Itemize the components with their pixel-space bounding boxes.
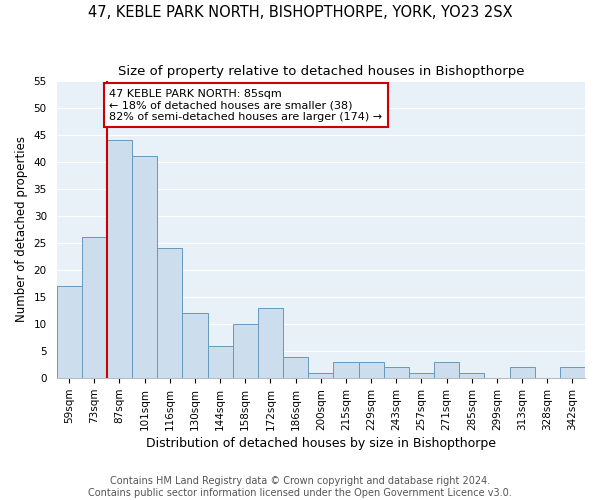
Bar <box>208 346 233 378</box>
Bar <box>359 362 383 378</box>
Bar <box>334 362 359 378</box>
Bar <box>107 140 132 378</box>
Text: 47, KEBLE PARK NORTH, BISHOPTHORPE, YORK, YO23 2SX: 47, KEBLE PARK NORTH, BISHOPTHORPE, YORK… <box>88 5 512 20</box>
Bar <box>459 373 484 378</box>
Title: Size of property relative to detached houses in Bishopthorpe: Size of property relative to detached ho… <box>118 65 524 78</box>
Text: 47 KEBLE PARK NORTH: 85sqm
← 18% of detached houses are smaller (38)
82% of semi: 47 KEBLE PARK NORTH: 85sqm ← 18% of deta… <box>109 88 383 122</box>
Bar <box>132 156 157 378</box>
Bar <box>283 356 308 378</box>
Bar <box>383 368 409 378</box>
Bar <box>560 368 585 378</box>
Bar <box>308 373 334 378</box>
Bar <box>509 368 535 378</box>
Text: Contains HM Land Registry data © Crown copyright and database right 2024.
Contai: Contains HM Land Registry data © Crown c… <box>88 476 512 498</box>
Bar <box>56 286 82 378</box>
Bar <box>82 238 107 378</box>
Bar <box>157 248 182 378</box>
Bar <box>434 362 459 378</box>
Bar <box>182 314 208 378</box>
Bar <box>409 373 434 378</box>
Bar <box>233 324 258 378</box>
Y-axis label: Number of detached properties: Number of detached properties <box>15 136 28 322</box>
X-axis label: Distribution of detached houses by size in Bishopthorpe: Distribution of detached houses by size … <box>146 437 496 450</box>
Bar <box>258 308 283 378</box>
